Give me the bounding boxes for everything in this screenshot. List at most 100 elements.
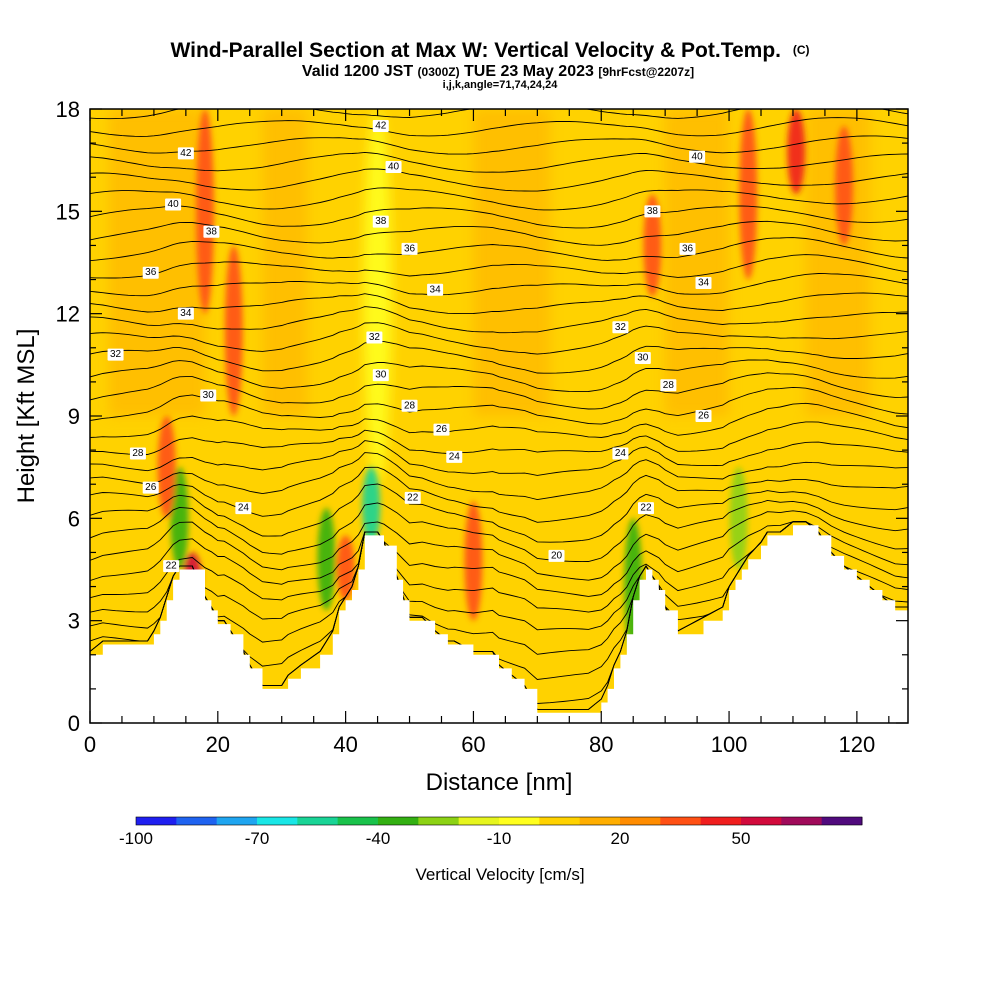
x-tick-label: 40 <box>333 732 357 757</box>
theta-contour-line-16 <box>90 386 908 425</box>
contour-label-box <box>235 502 252 515</box>
colorbar-bin <box>499 817 540 825</box>
theta-contour-line-17 <box>90 372 908 410</box>
contour-label-box <box>433 423 450 436</box>
theta-contour-line-13 <box>90 440 908 476</box>
theta-contour-line-27 <box>90 205 908 229</box>
contour-label-text: 28 <box>404 400 416 411</box>
theta-contour-line-18 <box>90 359 908 393</box>
colorbar-bin <box>781 817 823 825</box>
contour-label-box <box>644 205 661 218</box>
contour-label-36: 36 <box>142 266 159 279</box>
x-axis-label: Distance [nm] <box>426 769 573 796</box>
colorbar-tick-label: 20 <box>611 829 630 848</box>
contour-label-box <box>446 450 463 463</box>
contour-label-text: 36 <box>145 267 157 278</box>
theta-contour-line-7 <box>90 521 908 597</box>
chart-subtitle: Valid 1200 JST (0300Z) TUE 23 May 2023 [… <box>302 63 694 80</box>
contour-label-32: 32 <box>612 321 629 334</box>
colorbar-bin <box>821 817 863 825</box>
x-tick-label: 60 <box>461 732 485 757</box>
contour-label-22: 22 <box>163 560 180 573</box>
theta-contour-line-26 <box>90 220 908 246</box>
x-tick-label: 20 <box>206 732 230 757</box>
colorbar-bin <box>700 817 742 825</box>
contour-label-text: 40 <box>168 199 180 210</box>
colorbar-bin <box>378 817 419 825</box>
contour-label-box <box>372 215 389 228</box>
contour-label-text: 22 <box>166 561 178 572</box>
contour-label-text: 38 <box>647 206 659 217</box>
contour-label-24: 24 <box>235 502 252 515</box>
theta-contour-line-25 <box>90 237 908 262</box>
theta-contour-line-28 <box>90 187 908 211</box>
w-feature-3 <box>196 109 214 314</box>
theta-contour-line-23 <box>90 273 908 297</box>
contour-label-38: 38 <box>644 205 661 218</box>
contour-label-box <box>401 399 418 412</box>
contour-label-text: 34 <box>430 284 442 295</box>
theta-contour-line-10 <box>90 483 908 543</box>
theta-contour-line-15 <box>90 402 908 438</box>
colorbar-label: Vertical Velocity [cm/s] <box>415 865 584 884</box>
contour-label-text: 26 <box>698 411 710 422</box>
y-tick-label: 12 <box>56 302 80 327</box>
colorbar-frame <box>135 816 863 826</box>
contour-label-22: 22 <box>404 491 421 504</box>
contour-label-box <box>612 321 629 334</box>
title-main: Wind-Parallel Section at Max W: Vertical… <box>170 39 781 62</box>
theta-contour-line-20 <box>90 322 908 355</box>
contour-label-30: 30 <box>634 352 651 365</box>
contour-label-text: 24 <box>615 448 627 459</box>
contour-label-text: 42 <box>375 121 387 132</box>
contour-label-box <box>385 160 402 173</box>
y-tick-label: 15 <box>56 199 80 224</box>
colorbar-bin <box>620 817 661 825</box>
w-feature-7 <box>362 467 381 546</box>
contour-label-28: 28 <box>660 379 677 392</box>
subtitle-valid-time: Valid 1200 JST <box>302 63 413 80</box>
contour-label-text: 38 <box>375 216 387 227</box>
theta-contour-line-29 <box>90 168 908 192</box>
w-feature-0 <box>170 467 189 570</box>
colorbar-bin <box>418 817 460 825</box>
contour-label-text: 38 <box>206 226 218 237</box>
contour-label-34: 34 <box>695 276 712 289</box>
contour-label-box <box>612 447 629 460</box>
theta-contour-line-31 <box>90 135 908 155</box>
subtitle-forecast: [9hrFcst@2207z] <box>598 65 694 79</box>
theta-contour-line-11 <box>90 466 908 523</box>
y-tick-label: 0 <box>68 711 80 736</box>
colorbar-bin <box>539 817 581 825</box>
contour-label-text: 30 <box>375 370 387 381</box>
colorbar-bin <box>458 817 500 825</box>
contour-label-box <box>401 242 418 255</box>
colorbar-bin <box>337 817 379 825</box>
theta-contour-line-22 <box>90 292 908 315</box>
contour-label-box <box>142 266 159 279</box>
subtitle-utc: (0300Z) <box>418 65 460 79</box>
contour-label-text: 22 <box>640 503 652 514</box>
colorbar-bin <box>297 817 339 825</box>
colorbar: -100 -70 -40 -10 20 50 <box>119 816 863 848</box>
contour-label-text: 36 <box>404 243 416 254</box>
contour-label-32: 32 <box>107 348 124 361</box>
contour-label-20: 20 <box>548 549 565 562</box>
colorbar-tick-label: -70 <box>245 829 270 848</box>
contour-label-28: 28 <box>401 399 418 412</box>
x-tick-label: 80 <box>589 732 613 757</box>
w-feature-6 <box>336 535 355 601</box>
contour-label-box <box>177 307 194 320</box>
subtitle-date: TUE 23 May 2023 <box>464 63 594 80</box>
contour-label-box <box>372 120 389 133</box>
chart-indices: i,j,k,angle=71,74,24,24 <box>443 79 559 91</box>
w-feature-9 <box>464 501 483 621</box>
contour-label-box <box>200 389 217 402</box>
contour-label-40: 40 <box>385 160 402 173</box>
contour-label-36: 36 <box>401 242 418 255</box>
contour-label-text: 34 <box>698 277 710 288</box>
colorbar-bin <box>660 817 702 825</box>
contour-label-text: 26 <box>436 424 448 435</box>
